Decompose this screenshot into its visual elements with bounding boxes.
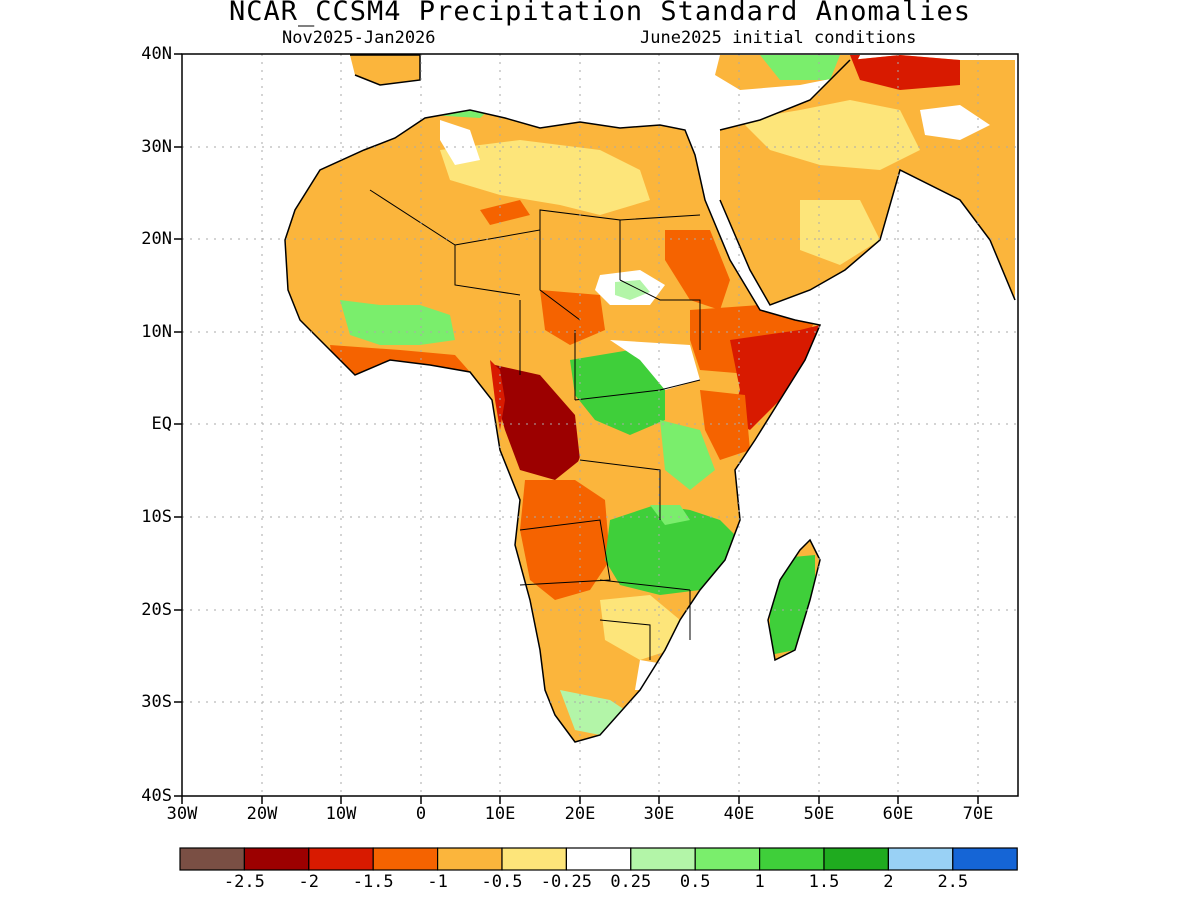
lat-label-10s: 10S [141,507,172,527]
coast-strong-dry [490,360,505,430]
lat-label-40s: 40S [141,786,172,806]
colorbar-swatch-1 [243,847,310,871]
lat-label-30s: 30S [141,692,172,712]
colorbar-swatch-0 [179,847,246,871]
lon-label-10e: 10E [484,804,516,824]
east-africa-dry [700,390,750,460]
sudan-dry [665,230,730,310]
colorbar-swatch-9 [758,847,825,871]
colorbar-label: -2 [298,872,320,892]
lat-label-30n: 30N [141,137,172,157]
afghanistan-neutral [920,105,990,140]
colorbar-label: 0.5 [679,872,711,892]
iran-strong-dry [850,55,960,90]
colorbar-label: -1.5 [352,872,394,892]
colorbar-swatch-7 [630,847,696,871]
lat-label-eq: EQ [151,414,172,434]
colorbar-swatch-8 [694,847,761,871]
lon-label-40e: 40E [723,804,755,824]
colorbar-label: -0.5 [481,872,523,892]
coastlines [284,54,1016,743]
lon-label-70e: 70E [962,804,994,824]
forecast-period: Nov2025-Jan2026 [282,28,436,48]
angola-dry [520,480,610,600]
caucasus-wet [760,55,840,80]
lon-label-30e: 30E [643,804,675,824]
country-borders [369,189,701,660]
colorbar-label: 2 [883,872,894,892]
colorbar-swatch-6 [565,847,632,871]
niger-dry-patch [480,200,530,225]
lat-label-40n: 40N [141,44,172,64]
arabia-weak-dry [800,200,880,265]
horn-of-africa-dry [730,325,820,430]
central-africa-wet [570,350,665,435]
colorbar-label: 2.5 [937,872,969,892]
west-africa-guinea-wet [340,300,455,345]
lat-label-10n: 10N [141,322,172,342]
chart-title: NCAR_CCSM4 Precipitation Standard Anomal… [229,0,971,27]
lon-label-0: 0 [415,804,427,824]
colorbar-swatch-3 [372,847,439,871]
nigeria-cameroon-dry [540,290,605,345]
colorbar-swatch-12 [952,847,1018,871]
colorbar-swatch-2 [308,847,374,871]
lon-label-60e: 60E [882,804,914,824]
colorbar-label: -0.25 [540,872,592,892]
lat-label-20s: 20S [141,600,172,620]
middle-east-weak-dry [740,100,920,170]
cameroon-gabon-congo-dry [495,365,580,480]
chad-weak-wet [615,280,650,300]
lon-label-20e: 20E [564,804,596,824]
colorbar-swatch-11 [887,847,954,871]
colorbar-swatch-5 [501,847,568,871]
colorbar-label: 1.5 [808,872,840,892]
lon-label-10w: 10W [325,804,357,824]
southern-africa-weak-dry [600,595,680,660]
lat-label-20n: 20N [141,229,172,249]
lon-label-20w: 20W [246,804,278,824]
colorbar-label: 1 [754,872,765,892]
sahara-weak-dry [440,140,650,215]
plot-frame [181,53,1019,797]
lon-label-50e: 50E [803,804,835,824]
colorbar-label: -1 [427,872,448,892]
algeria-neutral [440,120,480,165]
axis-ticks [174,53,979,804]
colorbar-label: 0.25 [610,872,652,892]
colorbar [179,847,1018,871]
colorbar-label: -2.5 [223,872,265,892]
lake-victoria-wet [660,420,715,490]
lon-label-30w: 30W [166,804,198,824]
south-sudan-neutral [610,340,700,390]
zambia-mozambique-wet [605,505,740,595]
colorbar-swatch-10 [823,847,890,871]
gridlines [182,54,1018,796]
initial-conditions: June2025 initial conditions [640,28,917,48]
colorbar-swatch-4 [437,847,503,871]
